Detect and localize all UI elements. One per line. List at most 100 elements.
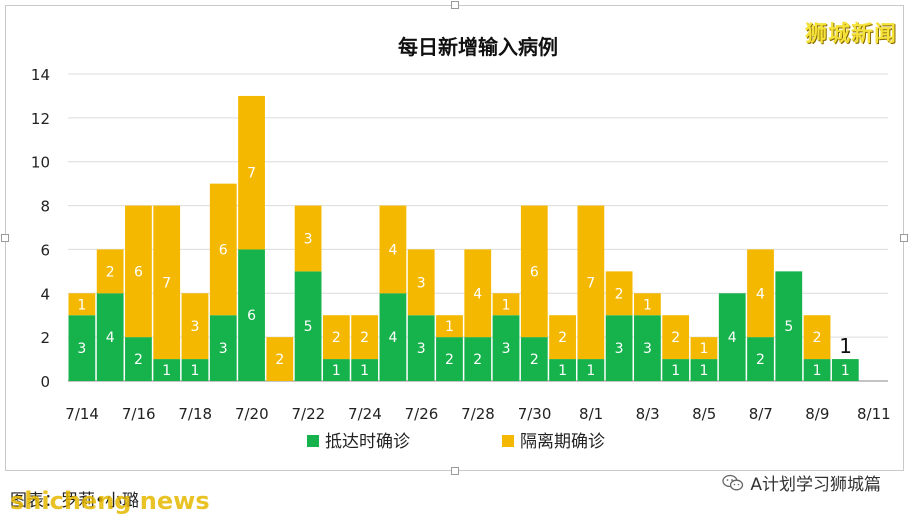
bar-segment (436, 315, 463, 338)
x-tick-label: 7/30 (518, 405, 552, 423)
bar-segment (662, 359, 690, 381)
bar-segment (775, 271, 803, 381)
data-label: 2 (106, 264, 115, 280)
data-label: 2 (275, 352, 284, 368)
data-label: 3 (219, 341, 228, 357)
data-label: 1 (699, 341, 708, 357)
data-label: 2 (530, 352, 539, 368)
data-label: 7 (247, 166, 256, 182)
data-label: 1 (77, 297, 86, 313)
data-label: 1 (813, 363, 822, 379)
data-label: 2 (671, 330, 680, 346)
bar-segment (520, 205, 548, 338)
bar-segment (125, 205, 152, 338)
x-tick-label: 8/11 (857, 405, 891, 423)
data-label: 7 (586, 275, 595, 291)
bar-segment (803, 315, 831, 360)
data-label: 3 (615, 341, 624, 357)
bar-segment (747, 249, 774, 338)
y-tick-label: 6 (40, 241, 50, 259)
data-label: 5 (304, 319, 313, 335)
bar-segment (549, 359, 576, 381)
bar-segment (549, 315, 576, 360)
bar-segment (153, 359, 181, 381)
bar-segment (407, 315, 435, 381)
data-label: 1 (191, 363, 200, 379)
bar-segment (747, 337, 774, 381)
x-tick-label: 8/9 (805, 405, 829, 423)
data-label: 3 (417, 275, 426, 291)
data-label: 1 (586, 363, 595, 379)
bar-segment (181, 359, 209, 381)
resize-handle-left[interactable] (1, 234, 9, 242)
data-label: 1 (558, 363, 567, 379)
bar-segment (577, 359, 605, 381)
bar-segment (634, 293, 661, 316)
x-tick-label: 8/1 (579, 405, 603, 423)
data-label: 1 (502, 297, 511, 313)
bar-segment (238, 95, 265, 250)
watermark-logo: 狮城新闻 (804, 22, 897, 47)
data-label: 4 (756, 286, 765, 302)
data-label: 4 (473, 286, 482, 302)
source-credit: A计划学习狮城篇 (722, 470, 881, 495)
legend-swatch (307, 435, 319, 447)
bar-segment (379, 205, 407, 294)
bar-segment (803, 359, 831, 381)
chart-title: 每日新增输入病例 (398, 35, 558, 59)
bar-segment (322, 315, 350, 360)
bar-segment (209, 315, 237, 381)
bar-segment (662, 315, 690, 360)
x-tick-label: 8/7 (749, 405, 773, 423)
resize-handle-right[interactable] (900, 234, 908, 242)
data-label: 2 (558, 330, 567, 346)
data-label: 1 (841, 363, 850, 379)
bar-segment (464, 337, 492, 381)
x-tick-label: 8/3 (636, 405, 660, 423)
bar-segment (322, 359, 350, 381)
data-label: 4 (106, 330, 115, 346)
data-label: 2 (473, 352, 482, 368)
bar-segment (605, 271, 633, 316)
bar-segment (294, 271, 322, 381)
data-label: 3 (304, 231, 313, 247)
y-tick-label: 14 (31, 66, 50, 84)
bar-segment (718, 293, 746, 381)
data-label: 4 (388, 330, 397, 346)
data-label: 2 (756, 352, 765, 368)
bar-segment (68, 315, 96, 381)
resize-handle-bottom[interactable] (451, 467, 459, 475)
bar-segment (238, 249, 265, 381)
x-tick-label: 7/18 (178, 405, 212, 423)
source-label: A计划学习狮城篇 (750, 475, 881, 495)
data-label: 3 (417, 341, 426, 357)
bar-segment (605, 315, 633, 381)
chart-caption: 图表：罗莉•小璐 (10, 491, 140, 511)
x-tick-label: 7/16 (122, 405, 156, 423)
data-label: 3 (191, 319, 200, 335)
bar-segment (464, 249, 492, 338)
bar-segment (181, 293, 209, 360)
y-tick-label: 8 (40, 198, 50, 216)
data-label: 4 (388, 242, 397, 258)
annotation: 1 (839, 334, 852, 358)
legend-label: 隔离期确诊 (520, 432, 605, 452)
bar-segment (153, 205, 181, 360)
resize-handle-top[interactable] (451, 1, 459, 9)
data-label: 2 (813, 330, 822, 346)
data-label: 5 (784, 319, 793, 335)
chart-frame: 每日新增输入病例 0 2 4 6 8 10 12 14 3 1 4 2 2 6 1 7 1 3 3 6 6 7 2 5 3 1 2 1 2… (5, 5, 904, 471)
wechat-icon (722, 474, 744, 490)
x-tick-label: 7/26 (405, 405, 439, 423)
bar-segment (831, 359, 859, 381)
bar-segment (351, 315, 379, 360)
data-label: 3 (643, 341, 652, 357)
bar-segment (407, 249, 435, 316)
data-label: 1 (699, 363, 708, 379)
data-label: 1 (445, 319, 454, 335)
bar-segment (294, 205, 322, 272)
data-label: 4 (728, 330, 737, 346)
bar-segment (436, 337, 463, 381)
bar-segment (690, 359, 718, 381)
bar-segment (690, 337, 718, 360)
